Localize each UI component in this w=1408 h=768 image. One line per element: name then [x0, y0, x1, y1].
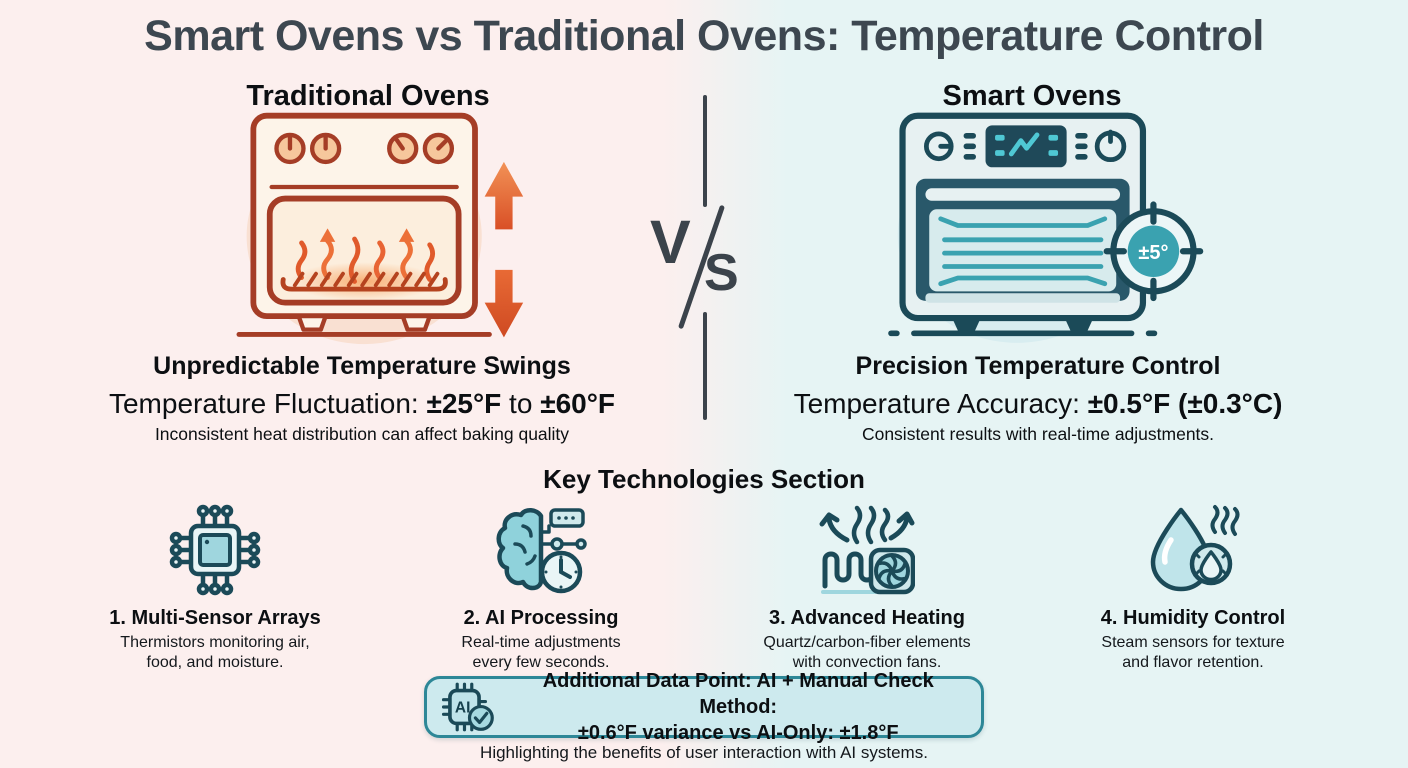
traditional-stat-prefix: Temperature Fluctuation: [108, 388, 427, 419]
traditional-stat-title: Unpredictable Temperature Swings [153, 352, 571, 380]
smart-stat-prefix: Temperature Accuracy: [793, 388, 1088, 419]
smart-oven-icon: ±5° [888, 112, 1204, 343]
multi-sensor-chip-icon [169, 504, 261, 596]
footer-caption: Highlighting the benefits of user intera… [480, 743, 928, 762]
additional-data-callout: AI Additional Data Point: AI + Manual Ch… [424, 670, 984, 744]
ai-chip-check-icon: AI [441, 682, 494, 732]
tech-item-advanced-heating: 3. Advanced Heating Quartz/carbon-fiber … [704, 500, 1030, 672]
traditional-stats: Unpredictable Temperature Swings Tempera… [62, 352, 662, 445]
tech-item-ai-processing: 2. AI Processing Real-time adjustments e… [378, 500, 704, 672]
accuracy-badge-icon: ±5° [1103, 201, 1204, 302]
smart-ovens-heading: Smart Ovens [942, 80, 1122, 112]
tech-item-multi-sensor: 1. Multi-Sensor Arrays Thermistors monit… [52, 500, 378, 672]
smart-stat-line: Temperature Accuracy: ±0.5°F (±0.3°C) [740, 388, 1336, 420]
ai-chip-label: AI [455, 699, 470, 716]
technologies-grid: 1. Multi-Sensor Arrays Thermistors monit… [52, 500, 1356, 672]
tech-desc-humidity-control: Steam sensors for texture and flavor ret… [1101, 634, 1285, 671]
divider-line-top [703, 95, 707, 207]
key-technologies-heading: Key Technologies Section [543, 464, 865, 494]
additional-data-text: Additional Data Point: AI + Manual Check… [542, 670, 934, 744]
tech-label-multi-sensor: 1. Multi-Sensor Arrays [109, 607, 321, 629]
heating-fan-icon [819, 505, 915, 595]
tech-desc-advanced-heating: Quartz/carbon-fiber elements with convec… [763, 634, 971, 671]
divider-line-bottom [703, 312, 707, 420]
smart-stats: Precision Temperature Control Temperatur… [740, 352, 1336, 445]
traditional-oven-icon [236, 112, 524, 345]
oven-rack-icon [280, 271, 448, 292]
traditional-stat-low: ±25°F [426, 388, 502, 419]
traditional-stat-line: Temperature Fluctuation: ±25°F to ±60°F [62, 388, 662, 420]
vs-letter-v: V [650, 208, 691, 276]
smart-stat-value: ±0.5°F (±0.3°C) [1087, 388, 1283, 419]
oven-knobs-icon [274, 132, 455, 165]
smart-stat-caption: Consistent results with real-time adjust… [861, 424, 1215, 444]
tech-desc-ai-processing: Real-time adjustments every few seconds. [461, 634, 621, 671]
ai-brain-icon [496, 508, 587, 594]
humidity-droplet-icon [1150, 505, 1240, 592]
traditional-stat-joiner: to [501, 388, 541, 419]
oven-window-lines-icon [938, 216, 1108, 287]
tech-item-humidity-control: 4. Humidity Control Steam sensors for te… [1030, 500, 1356, 672]
traditional-stat-high: ±60°F [540, 388, 616, 419]
traditional-stat-caption: Inconsistent heat distribution can affec… [154, 424, 570, 444]
temperature-swing-arrows-icon [484, 161, 524, 338]
tech-label-advanced-heating: 3. Advanced Heating [769, 607, 965, 629]
vs-letter-s: S [704, 244, 739, 302]
smart-control-panel-icon [923, 125, 1127, 168]
accuracy-badge-label: ±5° [1138, 242, 1168, 264]
traditional-ovens-heading: Traditional Ovens [246, 80, 490, 112]
tech-label-ai-processing: 2. AI Processing [463, 607, 619, 629]
smart-stat-title: Precision Temperature Control [855, 352, 1221, 380]
heat-waves-icon [295, 228, 436, 284]
page-title: Smart Ovens vs Traditional Ovens: Temper… [144, 12, 1264, 60]
tech-desc-multi-sensor: Thermistors monitoring air, food, and mo… [120, 634, 310, 671]
tech-label-humidity-control: 4. Humidity Control [1100, 607, 1286, 629]
